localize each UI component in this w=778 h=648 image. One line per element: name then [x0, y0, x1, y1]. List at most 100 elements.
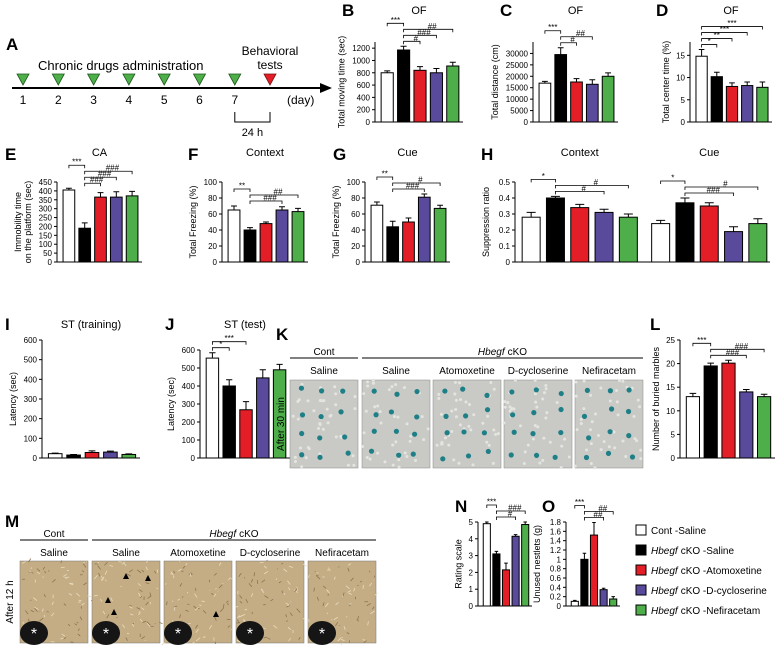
texture	[607, 445, 611, 449]
texture	[485, 440, 489, 444]
texture	[420, 415, 424, 419]
bar	[103, 451, 118, 459]
y-tick-label: 450	[39, 178, 53, 187]
significance-bracket	[701, 32, 748, 36]
y-axis-label: Immobility time	[13, 192, 23, 252]
marble	[531, 410, 537, 416]
texture	[83, 563, 87, 568]
dose-triangle	[228, 73, 242, 86]
texture	[211, 593, 214, 596]
bar	[739, 391, 754, 459]
texture	[215, 588, 217, 590]
texture	[608, 399, 612, 403]
texture	[293, 460, 297, 464]
error-bar	[416, 66, 424, 71]
marble	[396, 452, 402, 458]
y-tick-label: 4	[469, 535, 474, 544]
error-bar	[704, 202, 714, 206]
marble	[461, 429, 467, 435]
nest	[20, 621, 48, 645]
significance-bracket	[544, 30, 562, 34]
bar	[380, 72, 394, 123]
texture	[21, 561, 26, 564]
significance-bracket	[701, 38, 733, 42]
significance-label: ***	[391, 16, 400, 25]
texture	[334, 392, 338, 396]
texture	[340, 642, 343, 646]
significance-bracket	[584, 511, 614, 515]
texture	[60, 637, 64, 640]
marble	[393, 428, 400, 434]
bar	[121, 453, 137, 459]
texture	[347, 563, 352, 566]
texture	[408, 439, 412, 443]
texture	[363, 640, 367, 644]
bar	[84, 451, 100, 459]
texture	[306, 445, 310, 449]
texture	[351, 454, 355, 458]
marble	[299, 452, 305, 458]
texture	[632, 414, 636, 418]
significance-bracket	[84, 182, 101, 187]
arrow-head	[320, 83, 332, 93]
texture	[90, 599, 93, 602]
y-tick-label: 200	[39, 222, 53, 231]
column-label: Saline	[382, 366, 410, 377]
texture	[214, 616, 217, 621]
texture	[97, 565, 102, 570]
bar	[417, 196, 431, 263]
texture	[590, 420, 594, 424]
texture	[286, 620, 288, 623]
texture	[574, 394, 578, 398]
texture	[369, 582, 373, 587]
y-tick-label: 25	[666, 336, 675, 345]
significance-bracket	[560, 36, 593, 40]
y-tick-label: 0.8	[550, 565, 562, 574]
y-tick-label: 30000	[506, 49, 529, 58]
nest-marker: *	[103, 626, 109, 643]
texture	[335, 621, 339, 627]
texture	[126, 573, 131, 577]
legend-swatch	[635, 584, 647, 596]
texture	[541, 397, 545, 401]
texture	[447, 443, 451, 447]
texture	[522, 462, 526, 466]
significance-bracket	[392, 188, 425, 192]
side-label: After 30 min	[276, 397, 287, 451]
day-label: 6	[196, 93, 203, 107]
significance-label: *	[542, 172, 545, 181]
texture	[28, 558, 32, 563]
error-bar	[97, 192, 104, 198]
texture	[624, 454, 628, 458]
texture	[589, 461, 593, 465]
texture	[219, 607, 224, 613]
marble	[586, 435, 592, 441]
significance-label: ##	[428, 22, 437, 31]
texture	[145, 601, 149, 606]
bar	[570, 81, 583, 123]
bar	[685, 396, 700, 459]
texture	[235, 606, 239, 608]
texture	[508, 405, 512, 409]
texture	[259, 561, 264, 564]
group-header: Hbegf cKO	[478, 347, 527, 358]
texture	[318, 422, 322, 426]
y-tick-label: 60	[208, 210, 217, 219]
y-tick-label: 0.4	[550, 583, 562, 592]
texture	[523, 450, 527, 454]
texture	[588, 428, 592, 432]
texture	[250, 578, 254, 583]
error-bar	[623, 213, 633, 218]
significance-label: ***	[72, 158, 81, 167]
texture	[110, 597, 113, 602]
y-axis-label: Total moving time (sec)	[337, 36, 347, 129]
marble	[552, 454, 558, 460]
bar	[725, 85, 739, 123]
bar	[748, 223, 768, 263]
texture	[105, 579, 107, 582]
texture	[615, 400, 619, 404]
bar	[66, 454, 81, 459]
bar	[492, 553, 501, 607]
y-tick-label: 15	[666, 383, 675, 392]
legend-prefix: Hbegf	[651, 566, 679, 577]
